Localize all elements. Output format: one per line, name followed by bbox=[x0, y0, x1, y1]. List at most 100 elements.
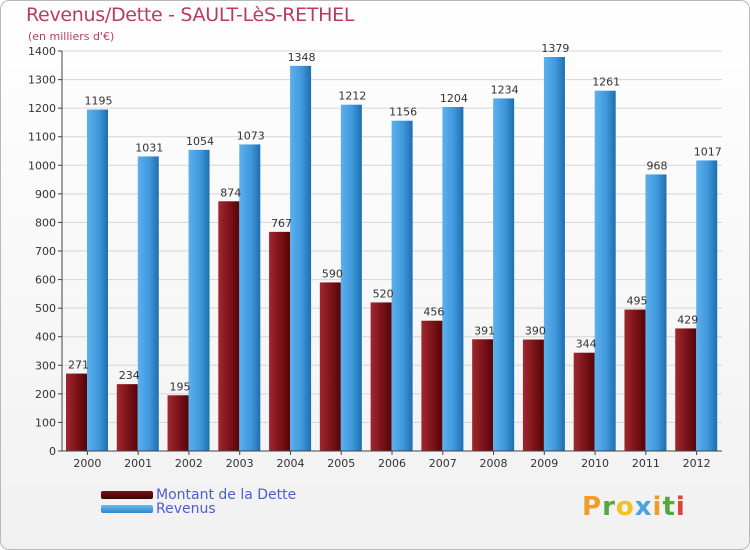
bar-revenue-2005 bbox=[340, 104, 362, 451]
y-tick-label: 600 bbox=[35, 274, 56, 287]
bar-debt-2001 bbox=[116, 384, 138, 451]
bar-debt-2002 bbox=[167, 395, 189, 451]
data-label-revenue: 1261 bbox=[592, 76, 620, 89]
data-label-revenue: 1379 bbox=[541, 42, 569, 55]
y-tick-label: 800 bbox=[35, 216, 56, 229]
data-label-debt: 767 bbox=[271, 217, 292, 230]
data-label-revenue: 1204 bbox=[440, 92, 468, 105]
data-label-debt: 520 bbox=[373, 287, 394, 300]
y-tick-label: 100 bbox=[35, 416, 56, 429]
bar-revenue-2003 bbox=[239, 144, 261, 451]
data-label-revenue: 1234 bbox=[491, 83, 519, 96]
x-tick-label: 2004 bbox=[276, 457, 304, 470]
data-label-revenue: 968 bbox=[646, 159, 667, 172]
y-tick-label: 1200 bbox=[28, 102, 56, 115]
legend-swatch-revenue bbox=[101, 504, 153, 513]
legend-item-revenue: Revenus bbox=[101, 500, 216, 517]
y-tick-label: 700 bbox=[35, 245, 56, 258]
x-tick-label: 2003 bbox=[226, 457, 254, 470]
y-tick-label: 500 bbox=[35, 302, 56, 315]
data-labels: 271 1195 234 1031 195 1054 874 1073 767 1348 590 12… bbox=[68, 42, 722, 393]
logo-letter: o bbox=[615, 492, 635, 522]
data-label-revenue: 1212 bbox=[338, 90, 366, 103]
y-tick-label: 0 bbox=[49, 445, 56, 458]
chart-subtitle: (en milliers d'€) bbox=[28, 30, 115, 43]
x-tick-label: 2005 bbox=[327, 457, 355, 470]
y-tick-label: 1100 bbox=[28, 131, 56, 144]
bars bbox=[66, 57, 718, 452]
data-label-debt: 234 bbox=[119, 369, 140, 382]
data-label-debt: 429 bbox=[677, 313, 698, 326]
bar-debt-2012 bbox=[675, 328, 697, 451]
bar-debt-2008 bbox=[472, 339, 494, 451]
bar-debt-2003 bbox=[218, 201, 240, 451]
y-tick-label: 300 bbox=[35, 359, 56, 372]
x-tick-label: 2001 bbox=[124, 457, 152, 470]
y-tick-label: 400 bbox=[35, 331, 56, 344]
bar-revenue-2009 bbox=[543, 57, 565, 451]
data-label-revenue: 1054 bbox=[186, 135, 214, 148]
x-tick-label: 2010 bbox=[581, 457, 609, 470]
bar-debt-2006 bbox=[370, 302, 392, 451]
bar-revenue-2011 bbox=[645, 174, 667, 451]
bar-revenue-2001 bbox=[137, 156, 159, 451]
bar-debt-2007 bbox=[421, 320, 443, 451]
y-tick-label: 1400 bbox=[28, 45, 56, 58]
legend-label-revenue: Revenus bbox=[156, 500, 216, 517]
bar-revenue-2000 bbox=[87, 109, 108, 452]
data-label-revenue: 1156 bbox=[389, 106, 417, 119]
bar-debt-2010 bbox=[573, 352, 595, 451]
bar-revenue-2004 bbox=[290, 65, 312, 451]
data-label-debt: 344 bbox=[576, 338, 597, 351]
x-tick-label: 2007 bbox=[429, 457, 457, 470]
data-label-debt: 391 bbox=[474, 324, 495, 337]
logo-letter: x bbox=[634, 492, 653, 522]
bar-revenue-2010 bbox=[594, 90, 616, 451]
y-tick-label: 1300 bbox=[28, 74, 56, 87]
y-axis-ticks: 0 100 200 300 400 500 600 700 800 900 1000 1100 1200… bbox=[28, 45, 62, 458]
data-label-revenue: 1348 bbox=[288, 51, 316, 64]
data-label-revenue: 1031 bbox=[135, 141, 163, 154]
data-label-debt: 271 bbox=[68, 359, 89, 372]
x-tick-label: 2002 bbox=[175, 457, 203, 470]
y-tick-label: 200 bbox=[35, 388, 56, 401]
bar-revenue-2006 bbox=[391, 120, 413, 451]
legend-swatch-debt bbox=[101, 490, 153, 499]
bar-debt-2011 bbox=[624, 309, 646, 451]
x-tick-label: 2000 bbox=[73, 457, 101, 470]
data-label-debt: 456 bbox=[423, 306, 444, 319]
data-label-revenue: 1195 bbox=[85, 95, 113, 108]
x-axis-ticks: 2000 2001 2002 2003 2004 2005 2006 2007 2008 2009… bbox=[73, 451, 711, 470]
bar-debt-2005 bbox=[319, 282, 341, 451]
proxiti-logo: Proxiti bbox=[582, 492, 686, 522]
bar-revenue-2008 bbox=[493, 98, 515, 451]
logo-letter: i bbox=[652, 492, 663, 522]
y-tick-label: 1000 bbox=[28, 159, 56, 172]
legend-item-debt: Montant de la Dette bbox=[101, 486, 297, 503]
data-label-debt: 195 bbox=[170, 380, 191, 393]
x-tick-label: 2008 bbox=[480, 457, 508, 470]
x-tick-label: 2011 bbox=[632, 457, 660, 470]
logo-letter: i bbox=[675, 492, 686, 522]
data-label-debt: 590 bbox=[322, 267, 343, 280]
logo-letter: r bbox=[602, 492, 616, 522]
bar-revenue-2007 bbox=[442, 107, 464, 451]
bar-debt-2000 bbox=[66, 373, 87, 451]
data-label-debt: 390 bbox=[525, 325, 546, 338]
x-tick-label: 2006 bbox=[378, 457, 406, 470]
data-label-debt: 495 bbox=[626, 295, 647, 308]
data-label-revenue: 1073 bbox=[237, 129, 265, 142]
chart-title: Revenus/Dette - SAULT-LèS-RETHEL bbox=[26, 4, 355, 26]
data-label-debt: 874 bbox=[220, 186, 241, 199]
x-tick-label: 2012 bbox=[683, 457, 711, 470]
x-tick-label: 2009 bbox=[530, 457, 558, 470]
logo-letter: P bbox=[582, 492, 603, 522]
bar-revenue-2012 bbox=[696, 160, 718, 451]
bar-debt-2004 bbox=[269, 231, 291, 451]
y-tick-label: 900 bbox=[35, 188, 56, 201]
legend-label-debt: Montant de la Dette bbox=[156, 486, 297, 503]
bar-debt-2009 bbox=[522, 339, 544, 451]
logo-letter: t bbox=[662, 492, 676, 522]
